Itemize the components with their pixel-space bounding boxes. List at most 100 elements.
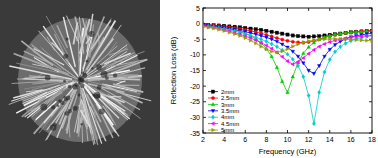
x-tick-label: 2 bbox=[201, 136, 205, 143]
data-point bbox=[228, 31, 231, 35]
y-tick bbox=[369, 23, 372, 24]
legend-label: 2mm bbox=[221, 89, 234, 95]
sem-shadow bbox=[78, 78, 82, 82]
legend-label: 3mm bbox=[221, 102, 234, 108]
sem-flake bbox=[55, 34, 69, 63]
data-point bbox=[307, 93, 310, 97]
series-line bbox=[203, 25, 372, 43]
sem-shadow bbox=[40, 103, 47, 110]
sem-shadow bbox=[86, 60, 89, 63]
data-point bbox=[349, 39, 352, 43]
sem-flake bbox=[80, 48, 127, 80]
data-point bbox=[333, 33, 336, 36]
data-point bbox=[333, 44, 337, 47]
data-point bbox=[218, 28, 221, 32]
data-point bbox=[286, 33, 289, 36]
legend-marker bbox=[211, 110, 215, 113]
data-point bbox=[296, 55, 300, 58]
sem-flake bbox=[41, 86, 65, 105]
data-point bbox=[318, 38, 321, 42]
sem-shadow bbox=[96, 65, 102, 71]
data-point bbox=[360, 34, 363, 38]
data-point bbox=[297, 42, 300, 46]
sem-shadow bbox=[91, 67, 93, 69]
data-point bbox=[265, 29, 268, 32]
series bbox=[203, 25, 372, 54]
sem-flake bbox=[47, 37, 55, 51]
data-point bbox=[223, 29, 226, 33]
data-point bbox=[265, 47, 268, 51]
sem-shadow bbox=[58, 99, 61, 102]
data-point bbox=[296, 35, 299, 38]
data-point bbox=[350, 38, 353, 42]
data-point bbox=[333, 33, 337, 36]
data-point bbox=[281, 38, 284, 41]
data-point bbox=[249, 39, 252, 43]
sem-shadow bbox=[96, 94, 101, 99]
data-point bbox=[328, 34, 332, 37]
legend-label: 4mm bbox=[221, 114, 234, 120]
data-point bbox=[217, 27, 220, 31]
x-tick-label: 10 bbox=[284, 136, 292, 143]
data-point bbox=[291, 50, 295, 53]
legend: 2mm2.5mm3mm3.5mm4mm4.5mm5mm bbox=[208, 89, 239, 133]
data-point bbox=[323, 37, 326, 41]
data-point bbox=[281, 48, 284, 52]
data-point bbox=[349, 30, 353, 33]
data-point bbox=[370, 33, 372, 37]
data-point bbox=[339, 45, 342, 49]
data-point bbox=[301, 56, 304, 60]
sem-flake bbox=[83, 17, 105, 70]
axes: 50-5-10-15-20-25-30-3524681012141618 bbox=[190, 5, 376, 144]
data-point bbox=[275, 51, 278, 55]
data-point bbox=[302, 41, 305, 45]
data-point bbox=[365, 34, 368, 38]
data-point bbox=[334, 37, 337, 41]
sem-flake bbox=[113, 84, 143, 92]
data-point bbox=[280, 80, 284, 83]
data-point bbox=[312, 35, 315, 38]
data-point bbox=[259, 28, 262, 31]
data-point bbox=[203, 24, 205, 28]
series-line bbox=[203, 25, 372, 37]
data-point bbox=[323, 70, 326, 74]
y-tick-label: -20 bbox=[190, 83, 200, 90]
data-point bbox=[317, 45, 320, 49]
data-point bbox=[344, 41, 347, 45]
sem-flake bbox=[41, 47, 60, 64]
sem-flake bbox=[81, 99, 89, 125]
series bbox=[203, 24, 372, 126]
series-line bbox=[203, 26, 372, 74]
y-tick-label: 0 bbox=[196, 20, 200, 27]
data-point bbox=[264, 44, 267, 48]
legend-marker bbox=[211, 115, 214, 119]
data-point bbox=[222, 28, 225, 32]
data-point bbox=[338, 37, 341, 41]
data-point bbox=[203, 24, 204, 28]
data-point bbox=[275, 36, 278, 39]
sem-shadow bbox=[82, 73, 87, 78]
sem-shadow bbox=[63, 54, 68, 59]
data-point bbox=[265, 36, 269, 39]
data-point bbox=[259, 41, 262, 45]
sem-shadow bbox=[97, 85, 102, 90]
data-point bbox=[365, 30, 369, 33]
data-point bbox=[206, 25, 209, 29]
sem-flake bbox=[90, 78, 140, 80]
data-point bbox=[349, 31, 352, 34]
data-point bbox=[365, 39, 368, 43]
data-point bbox=[275, 31, 278, 34]
data-point bbox=[259, 37, 262, 41]
data-point bbox=[349, 31, 352, 34]
data-point bbox=[239, 34, 242, 38]
sem-flake bbox=[14, 54, 69, 75]
sem-shadow bbox=[50, 124, 57, 131]
y-tick-label: -15 bbox=[190, 67, 200, 74]
sem-shadow bbox=[66, 96, 71, 101]
y-axis-label: Reflection Loss (dB) bbox=[169, 36, 178, 104]
sem-flake bbox=[84, 86, 113, 125]
sem-shadow bbox=[66, 37, 69, 40]
data-point bbox=[328, 57, 331, 61]
x-tick-label: 16 bbox=[347, 136, 355, 143]
data-point bbox=[312, 72, 316, 75]
